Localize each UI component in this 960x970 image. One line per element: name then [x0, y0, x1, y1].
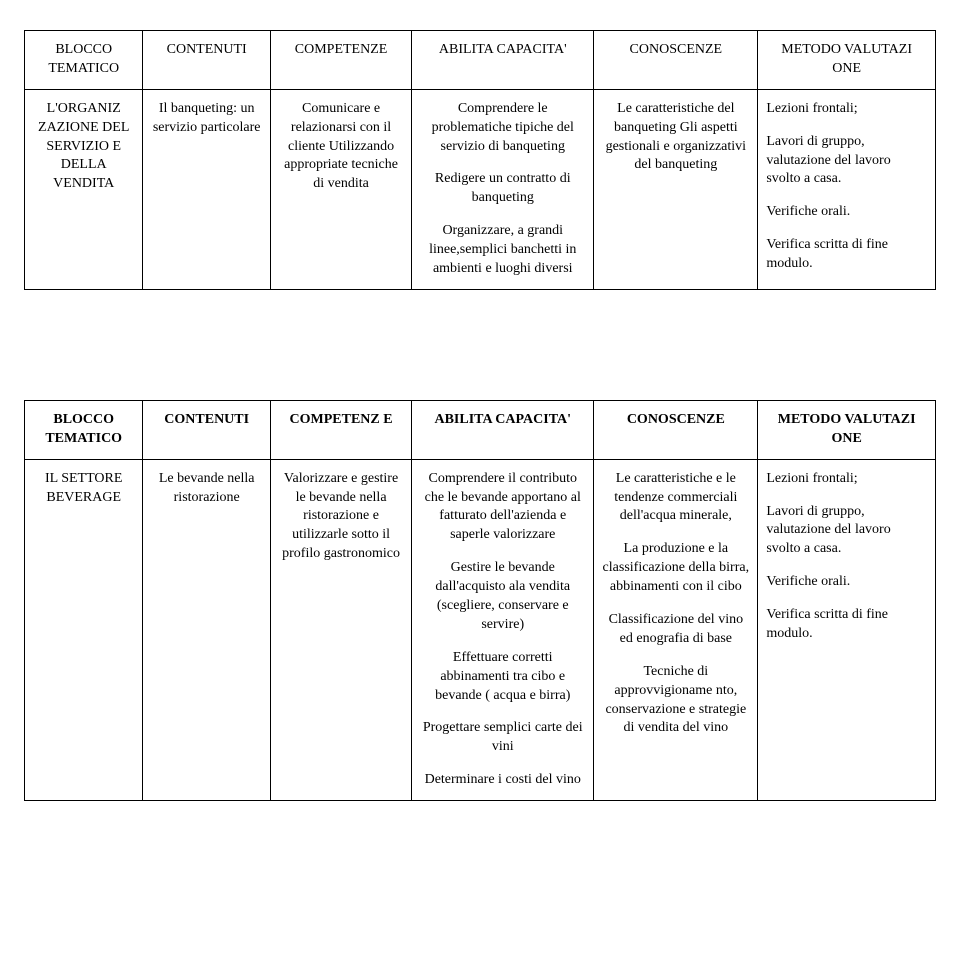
table-1: BLOCCO TEMATICO CONTENUTI COMPETENZE ABI…: [24, 30, 936, 290]
header-text: CONOSCENZE: [627, 412, 725, 427]
header-metodo: METODO VALUTAZI ONE: [758, 400, 936, 459]
cell-abilita: Comprendere le problematiche tipiche del…: [412, 89, 594, 289]
cell-text: Lavori di gruppo, valutazione del lavoro…: [766, 133, 927, 190]
table-header-row: BLOCCO TEMATICO CONTENUTI COMPETENZ E AB…: [25, 400, 936, 459]
cell-text: Comprendere il contributo che le bevande…: [420, 470, 585, 546]
cell-metodo: Lezioni frontali; Lavori di gruppo, valu…: [758, 89, 936, 289]
cell-text: Verifiche orali.: [766, 573, 927, 592]
header-text: ABILITA CAPACITA': [434, 412, 571, 427]
header-text: CONTENUTI: [164, 412, 249, 427]
cell-competenze: Comunicare e relazionarsi con il cliente…: [270, 89, 411, 289]
cell-text: Verifica scritta di fine modulo.: [766, 236, 927, 274]
table-row: IL SETTORE BEVERAGE Le bevande nella ris…: [25, 459, 936, 800]
header-conoscenze: CONOSCENZE: [594, 400, 758, 459]
cell-text: La produzione e la classificazione della…: [602, 540, 749, 597]
cell-metodo: Lezioni frontali; Lavori di gruppo, valu…: [758, 459, 936, 800]
section-gap: [24, 290, 936, 400]
cell-text: Comprendere le problematiche tipiche del…: [420, 100, 585, 157]
header-contenuti: CONTENUTI: [143, 400, 271, 459]
cell-contenuti: Le bevande nella ristorazione: [143, 459, 271, 800]
cell-text: Lezioni frontali;: [766, 100, 927, 119]
header-competenze: COMPETENZE: [270, 31, 411, 90]
header-metodo: METODO VALUTAZI ONE: [758, 31, 936, 90]
cell-text: Lezioni frontali;: [766, 470, 927, 489]
table-2: BLOCCO TEMATICO CONTENUTI COMPETENZ E AB…: [24, 400, 936, 801]
header-blocco: BLOCCO TEMATICO: [25, 400, 143, 459]
cell-text: Verifiche orali.: [766, 203, 927, 222]
header-conoscenze: CONOSCENZE: [594, 31, 758, 90]
cell-text: Lavori di gruppo, valutazione del lavoro…: [766, 503, 927, 560]
header-contenuti: CONTENUTI: [143, 31, 271, 90]
cell-text: Le caratteristiche e le tendenze commerc…: [602, 470, 749, 527]
cell-text: Gestire le bevande dall'acquisto ala ven…: [420, 559, 585, 635]
cell-text: Tecniche di approvvigioname nto, conserv…: [602, 663, 749, 739]
header-abilita: ABILITA CAPACITA': [412, 31, 594, 90]
cell-conoscenze: Le caratteristiche e le tendenze commerc…: [594, 459, 758, 800]
cell-text: Organizzare, a grandi linee,semplici ban…: [420, 222, 585, 279]
cell-text: Determinare i costi del vino: [420, 771, 585, 790]
table-header-row: BLOCCO TEMATICO CONTENUTI COMPETENZE ABI…: [25, 31, 936, 90]
header-text: COMPETENZ E: [290, 412, 393, 427]
header-text: BLOCCO TEMATICO: [45, 412, 122, 446]
cell-conoscenze: Le caratteristiche del banqueting Gli as…: [594, 89, 758, 289]
cell-text: Progettare semplici carte dei vini: [420, 719, 585, 757]
header-competenze: COMPETENZ E: [270, 400, 411, 459]
cell-blocco: L'ORGANIZ ZAZIONE DEL SERVIZIO E DELLA V…: [25, 89, 143, 289]
cell-text: Verifica scritta di fine modulo.: [766, 606, 927, 644]
header-abilita: ABILITA CAPACITA': [412, 400, 594, 459]
header-blocco: BLOCCO TEMATICO: [25, 31, 143, 90]
cell-abilita: Comprendere il contributo che le bevande…: [412, 459, 594, 800]
cell-text: Classificazione del vino ed enografia di…: [602, 611, 749, 649]
header-text: METODO VALUTAZI ONE: [778, 412, 916, 446]
cell-text: Redigere un contratto di banqueting: [420, 170, 585, 208]
table-row: L'ORGANIZ ZAZIONE DEL SERVIZIO E DELLA V…: [25, 89, 936, 289]
cell-competenze: Valorizzare e gestire le bevande nella r…: [270, 459, 411, 800]
cell-text: Effettuare corretti abbinamenti tra cibo…: [420, 649, 585, 706]
cell-blocco: IL SETTORE BEVERAGE: [25, 459, 143, 800]
cell-contenuti: Il banqueting: un servizio particolare: [143, 89, 271, 289]
